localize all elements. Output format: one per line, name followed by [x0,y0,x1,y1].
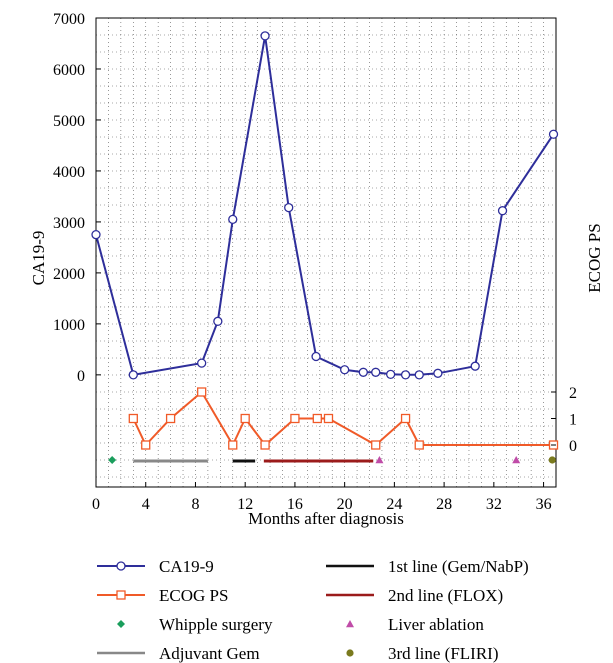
y-tick-label-left: 1000 [53,317,85,334]
legend-label: CA19-9 [159,557,214,576]
data-point-ca19-9 [358,367,368,377]
data-point-ca19-9 [260,31,270,41]
data-point-ecog-ps [323,413,334,424]
data-point-ca19-9 [197,358,207,368]
x-tick-label: 20 [337,496,353,513]
y-tick-label-right: 0 [569,438,577,455]
data-point-ecog-ps [197,387,207,397]
legend-item-3rd-line-fliri: 3rd line (FLIRI) [346,644,498,663]
x-tick-label: 24 [386,496,402,513]
legend-label: ECOG PS [159,586,228,605]
x-tick-label: 8 [191,496,199,513]
data-point-ca19-9 [371,367,381,377]
legend-label: Liver ablation [388,615,484,634]
x-tick-label: 4 [142,496,150,513]
legend-label: 3rd line (FLIRI) [388,644,498,663]
legend-item-1st-line-gem-nabp: 1st line (Gem/NabP) [326,557,529,576]
data-point-ecog-ps [240,413,250,424]
data-point-ca19-9 [339,365,350,375]
series-line-ca19-9 [95,35,555,376]
legend-label: 1st line (Gem/NabP) [388,557,529,576]
data-point-ca19-9 [497,206,508,216]
legend-item-2nd-line-flox: 2nd line (FLOX) [326,586,503,605]
plot-frame [95,17,557,488]
y-axis-label-left: CA19-9 [29,231,48,286]
legend-marker [346,620,354,628]
event-3rd-line-fliri [548,456,556,464]
legend-label: 2nd line (FLOX) [388,586,503,605]
legend-item-adjuvant-gem: Adjuvant Gem [97,644,260,663]
event-liver-ablation [512,456,521,464]
legend-marker [117,620,125,628]
data-point-ecog-ps [228,440,238,450]
data-point-ecog-ps [165,413,176,424]
legend-label: Adjuvant Gem [159,644,260,663]
legend-item-liver-ablation: Liver ablation [346,615,484,634]
tick-labels: 0 4 8 12 16 20 24 28 32 3601000200030004000500060… [53,11,577,513]
x-axis-label: Months after diagnosis [248,509,404,528]
y-tick-label-left: 0 [77,368,85,385]
y-axis-label-right: ECOG PS [585,223,604,292]
legend-marker [116,561,126,571]
data-point-ecog-ps [371,440,381,450]
data-point-ca19-9 [228,214,238,225]
data-point-ca19-9 [128,370,138,380]
data-point-ca19-9 [400,370,411,380]
event-markers [108,456,556,464]
data-point-ecog-ps [128,413,138,424]
data-point-ca19-9 [284,202,294,213]
data-point-ecog-ps [260,440,270,450]
data-point-ca19-9 [470,361,480,371]
x-tick-label: 32 [486,496,502,513]
data-point-ca19-9 [414,370,424,380]
legend-marker [116,590,126,600]
event-whipple-surgery [108,456,117,464]
x-tick-label: 16 [287,496,303,513]
y-tick-label-left: 4000 [53,164,85,181]
event-liver-ablation [375,456,384,464]
data-point-ecog-ps [312,413,322,424]
data-point-ecog-ps [290,413,300,424]
data-point-ca19-9 [311,351,321,362]
data-point-ca19-9 [213,316,223,326]
series-lines [91,31,559,450]
y-tick-label-left: 3000 [53,215,85,232]
data-point-ecog-ps [414,440,424,450]
x-tick-label: 36 [536,496,552,513]
data-point-ecog-ps [141,440,151,450]
data-point-ecog-ps [400,413,411,424]
legend-marker [346,649,354,657]
legend: CA19-9 ECOG PS Whipple surgery Adjuvant Gem… [97,557,529,663]
y-tick-label-left: 2000 [53,266,85,283]
y-tick-label-left: 6000 [53,62,85,79]
data-point-ca19-9 [91,230,101,240]
x-tick-label: 12 [237,496,253,513]
legend-label: Whipple surgery [159,615,273,634]
y-tick-label-left: 7000 [53,11,85,28]
y-tick-label-left: 5000 [53,113,85,130]
data-point-ca19-9 [433,368,443,378]
series-line-ecog-ps [132,390,554,448]
data-point-ca19-9 [385,369,396,379]
y-tick-label-right: 1 [569,412,577,429]
legend-item-whipple-surgery: Whipple surgery [117,615,273,634]
x-tick-label: 28 [436,496,452,513]
legend-item-ecog-ps: ECOG PS [97,586,228,605]
y-tick-label-right: 2 [569,385,577,402]
data-point-ca19-9 [548,129,559,139]
legend-item-ca19-9: CA19-9 [97,557,214,576]
x-tick-label: 0 [92,496,100,513]
